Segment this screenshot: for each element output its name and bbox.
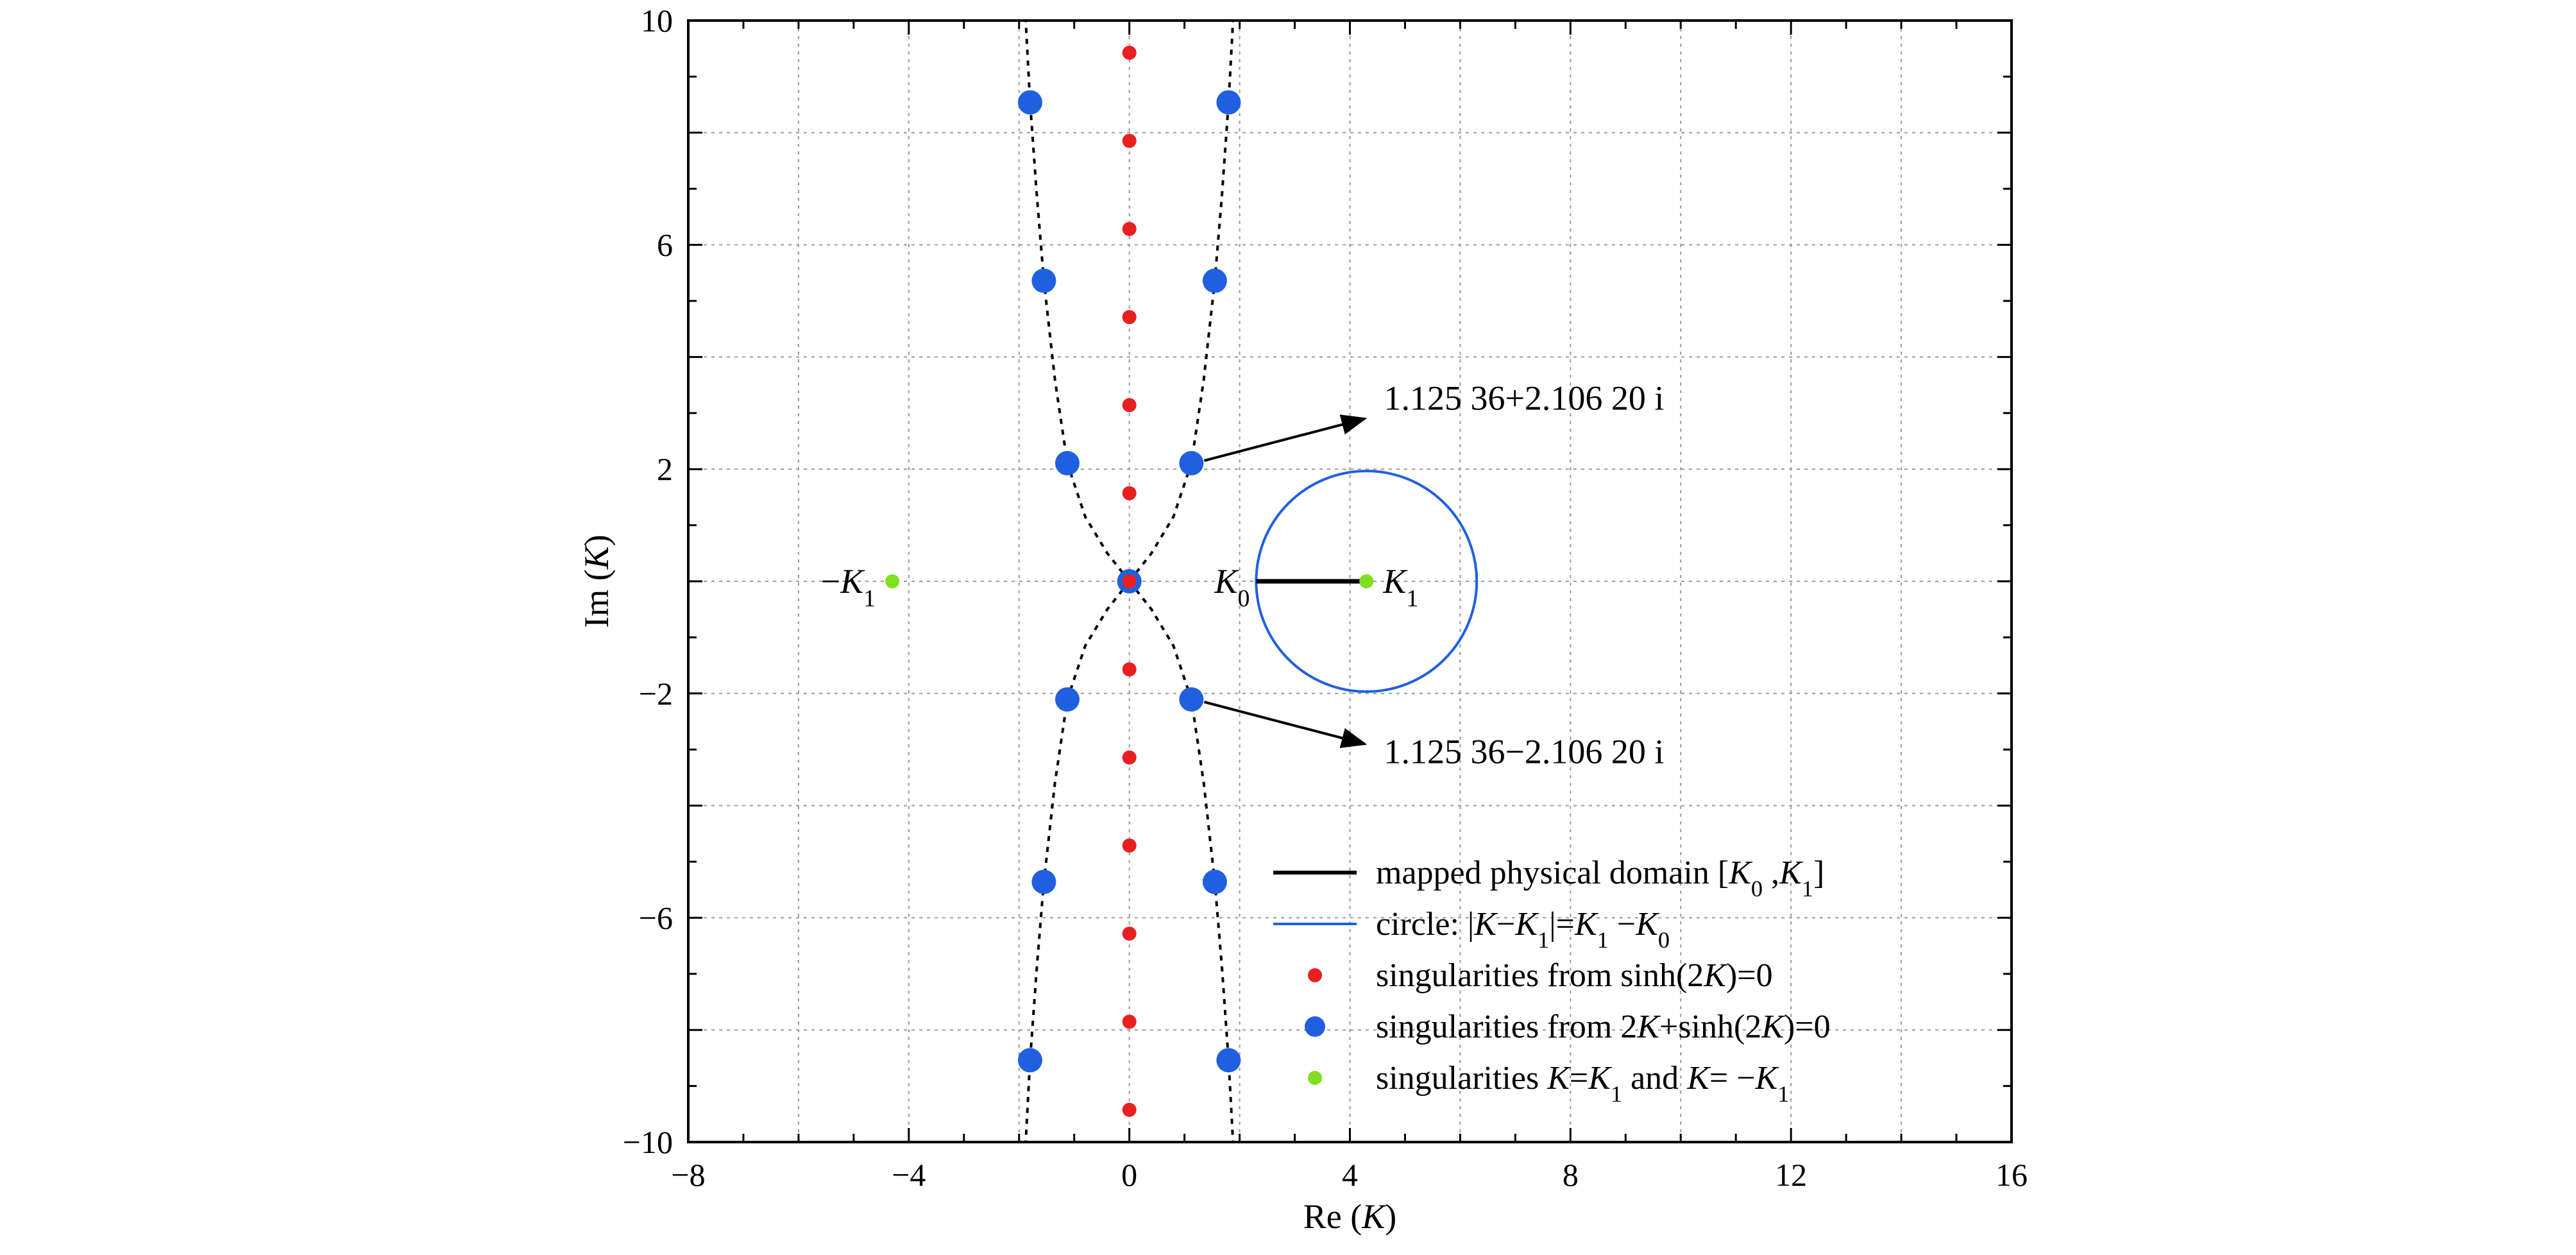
blue-singularity-point xyxy=(1055,450,1080,475)
y-axis-title: Im (K) xyxy=(577,534,616,628)
dashed-curves xyxy=(1024,21,1235,1142)
axis-titles: Re (K) Im (K) xyxy=(577,534,1396,1236)
red-singularity-point xyxy=(1122,310,1137,325)
y-tick-label: −6 xyxy=(639,900,673,935)
y-tick-label: −10 xyxy=(623,1124,673,1160)
blue-singularity-point xyxy=(1179,687,1204,712)
annotation-label-lower-root: 1.125 36−2.106 20 i xyxy=(1384,732,1664,771)
points xyxy=(885,46,1374,1117)
dashed-curve xyxy=(1024,21,1131,583)
red-singularity-point xyxy=(1122,838,1137,853)
legend-label-segment: mapped physical domain [K0 ,K1] xyxy=(1376,855,1824,901)
blue-singularity-point xyxy=(1031,268,1056,293)
y-tick-label: 10 xyxy=(641,3,673,38)
green-singularity-point xyxy=(885,574,900,588)
red-singularity-point xyxy=(1122,750,1137,765)
annotation-arrow xyxy=(1203,414,1368,462)
point-label-k0: K0 xyxy=(1214,562,1250,612)
blue-singularity-point xyxy=(1216,90,1241,115)
red-singularity-point xyxy=(1122,133,1137,148)
green-singularity-point xyxy=(1359,574,1374,588)
dashed-curve xyxy=(1128,580,1235,1142)
red-singularity-point xyxy=(1122,574,1137,588)
blue-singularity-point xyxy=(1031,869,1056,894)
legend-label-blue: singularities from 2K+sinh(2K)=0 xyxy=(1376,1009,1831,1045)
x-tick-label: 12 xyxy=(1775,1157,1807,1193)
legend-swatch-blue xyxy=(1305,1016,1325,1037)
blue-singularity-point xyxy=(1017,90,1042,115)
y-tick-label: 6 xyxy=(657,227,673,263)
tick-labels: −8 −4 0 4 8 12 16 −10 −6 −2 2 6 10 xyxy=(623,3,2028,1193)
legend-label-red: singularities from sinh(2K)=0 xyxy=(1376,957,1773,994)
red-singularity-point xyxy=(1122,398,1137,413)
blue-singularity-point xyxy=(1202,268,1227,293)
legend-swatch-green xyxy=(1308,1071,1322,1085)
y-tick-label: 2 xyxy=(657,451,673,487)
red-singularity-point xyxy=(1122,486,1137,500)
blue-singularity-point xyxy=(1055,687,1080,712)
legend-swatch-red xyxy=(1308,968,1322,982)
blue-singularity-point xyxy=(1179,450,1204,475)
legend-label-circle: circle: |K−K1|=K1 −K0 xyxy=(1376,906,1670,953)
red-singularity-point xyxy=(1122,926,1137,941)
annotation-label-upper-root: 1.125 36+2.106 20 i xyxy=(1384,379,1664,418)
x-tick-label: 16 xyxy=(1996,1157,2028,1193)
x-tick-label: 8 xyxy=(1563,1157,1579,1193)
red-singularity-point xyxy=(1122,662,1137,677)
red-singularity-point xyxy=(1122,1102,1137,1117)
annotation-arrow xyxy=(1203,701,1368,748)
red-singularity-point xyxy=(1122,1014,1137,1029)
red-singularity-point xyxy=(1122,221,1137,236)
ticks xyxy=(687,19,2013,1143)
dashed-curve xyxy=(1024,580,1131,1142)
blue-singularity-point xyxy=(1017,1048,1042,1073)
point-label-neg-k1: −K1 xyxy=(821,562,876,612)
x-tick-label: 0 xyxy=(1121,1157,1137,1193)
x-axis-title: Re (K) xyxy=(1303,1197,1396,1236)
blue-singularity-point xyxy=(1216,1048,1241,1073)
x-tick-label: −4 xyxy=(892,1157,926,1193)
grid xyxy=(688,21,2012,1142)
red-singularity-point xyxy=(1122,46,1137,60)
x-tick-label: 4 xyxy=(1342,1157,1358,1193)
x-tick-label: −8 xyxy=(671,1157,705,1193)
y-tick-label: −2 xyxy=(639,676,673,712)
legend: mapped physical domain [K0 ,K1] circle: |… xyxy=(1273,855,1831,1107)
blue-singularity-point xyxy=(1202,869,1227,894)
dashed-curve xyxy=(1128,21,1235,583)
annotations: 1.125 36+2.106 20 i 1.125 36−2.106 20 i K0… xyxy=(821,379,1665,771)
circle-layer xyxy=(1255,470,1479,693)
legend-label-green: singularities K=K1 and K= −K1 xyxy=(1376,1060,1789,1107)
point-label-k1: K1 xyxy=(1382,562,1418,612)
